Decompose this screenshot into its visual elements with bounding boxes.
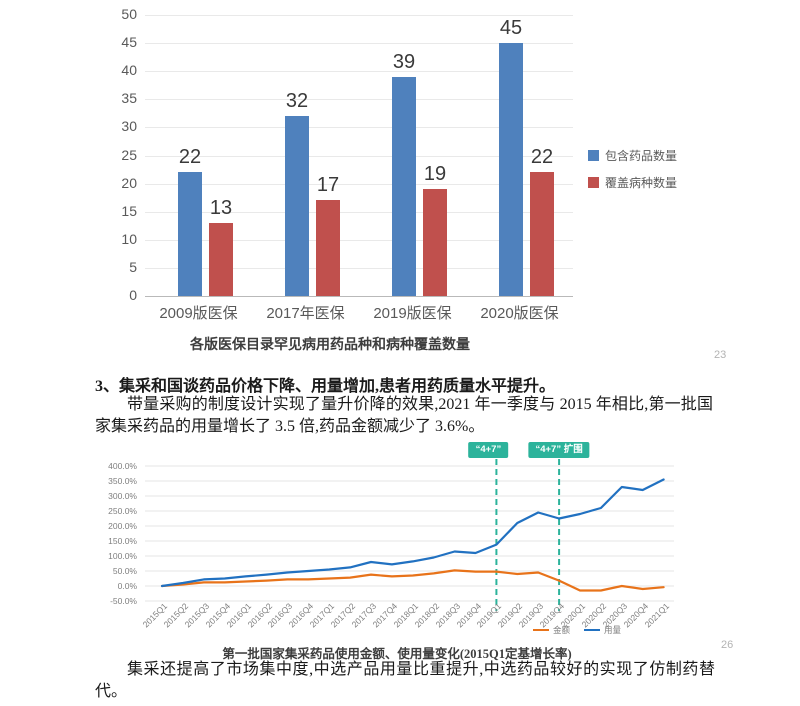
gridline bbox=[145, 239, 573, 241]
line-chart-legend: 金额 用量 bbox=[533, 624, 621, 636]
legend-item-disease-count: 覆盖病种数量 bbox=[588, 174, 677, 191]
bar-value-label: 32 bbox=[285, 90, 309, 113]
x-axis-category-label: 2019版医保 bbox=[373, 305, 452, 322]
legend-item-drug-count: 包含药品数量 bbox=[588, 147, 677, 164]
gridline bbox=[145, 183, 573, 185]
gridline bbox=[145, 127, 573, 129]
bar-value-label: 19 bbox=[423, 163, 447, 186]
y-axis-tick-label: 350.0% bbox=[108, 475, 137, 486]
y-axis-tick-label: 100.0% bbox=[108, 550, 137, 561]
y-axis-tick-label: 0.0% bbox=[117, 580, 137, 591]
y-axis-tick-label: 150.0% bbox=[108, 535, 137, 546]
y-axis-tick-label: 35 bbox=[121, 90, 137, 107]
legend-line-volume-icon bbox=[584, 628, 601, 632]
bar-value-label: 22 bbox=[178, 146, 202, 169]
page-number-23: 23 bbox=[714, 349, 727, 361]
legend-label-amount: 金额 bbox=[553, 625, 571, 635]
y-axis-tick-label: 50.0% bbox=[112, 565, 137, 576]
y-axis-tick-label: 50 bbox=[121, 6, 137, 22]
gridline bbox=[145, 15, 573, 16]
bar-chart-caption: 各版医保目录罕见病用药品种和病种覆盖数量 bbox=[190, 338, 470, 353]
bar-drug-count bbox=[392, 76, 416, 296]
gridline bbox=[145, 267, 573, 269]
y-axis-tick-label: -50.0% bbox=[110, 595, 137, 606]
bar-disease-count bbox=[316, 200, 340, 296]
legend-label-disease-count: 覆盖病种数量 bbox=[605, 176, 678, 190]
bar-disease-count bbox=[423, 189, 447, 296]
bar-drug-count bbox=[499, 43, 523, 296]
y-axis-tick-label: 200.0% bbox=[108, 520, 137, 531]
gridline bbox=[145, 71, 573, 73]
x-axis-category-label: 2017年医保 bbox=[266, 305, 345, 322]
line-chart-caption: 第一批国家集采药品使用金额、使用量变化(2015Q1定基增长率) bbox=[222, 647, 572, 661]
legend-item-volume: 用量 bbox=[584, 624, 621, 636]
gridline bbox=[145, 155, 573, 157]
y-axis-tick-label: 20 bbox=[121, 174, 137, 191]
legend-swatch-disease-count-icon bbox=[588, 177, 599, 188]
series-line-amount bbox=[160, 569, 665, 592]
y-axis-tick-label: 25 bbox=[121, 146, 137, 163]
y-axis-tick-label: 5 bbox=[129, 258, 137, 275]
y-axis-tick-label: 300.0% bbox=[108, 490, 137, 501]
series-line-volume bbox=[160, 478, 665, 588]
bar-value-label: 39 bbox=[392, 50, 416, 73]
legend-item-amount: 金额 bbox=[533, 624, 570, 636]
policy-event-label: “4+7” bbox=[468, 442, 509, 458]
y-axis-tick-label: 10 bbox=[121, 230, 137, 247]
y-axis-tick-label: 400.0% bbox=[108, 460, 137, 471]
page-number-26: 26 bbox=[721, 639, 734, 651]
bar-disease-count bbox=[209, 222, 233, 296]
x-axis-category-label: 2020版医保 bbox=[480, 305, 559, 322]
legend-line-amount-icon bbox=[533, 628, 549, 632]
bar-value-label: 13 bbox=[209, 196, 233, 219]
y-axis-tick-label: 45 bbox=[121, 34, 137, 51]
gridline bbox=[145, 99, 573, 101]
y-axis-tick-label: 0 bbox=[129, 287, 137, 303]
bar-value-label: 22 bbox=[530, 146, 554, 169]
body-paragraph-2: 集采还提高了市场集中度,中选产品用量比重提升,中选药品较好的实现了仿制药替代。 bbox=[95, 661, 715, 700]
gridline bbox=[145, 43, 573, 45]
bar-value-label: 17 bbox=[316, 174, 340, 197]
gridline bbox=[145, 211, 573, 213]
policy-event-label: “4+7” 扩围 bbox=[528, 442, 590, 458]
bar-drug-count bbox=[285, 116, 309, 296]
bar-disease-count bbox=[530, 172, 554, 296]
legend-swatch-drug-count-icon bbox=[588, 150, 599, 161]
y-axis-tick-label: 40 bbox=[121, 62, 137, 79]
legend-label-drug-count: 包含药品数量 bbox=[605, 149, 678, 163]
x-axis-category-label: 2009版医保 bbox=[159, 305, 238, 322]
bar-value-label: 45 bbox=[499, 17, 523, 40]
y-axis-tick-label: 30 bbox=[121, 118, 137, 135]
body-paragraph-1: 带量采购的制度设计实现了量升价降的效果,2021 年一季度与 2015 年相比,… bbox=[95, 396, 713, 435]
legend-label-volume: 用量 bbox=[604, 625, 622, 635]
y-axis-tick-label: 250.0% bbox=[108, 505, 137, 516]
bar-drug-count bbox=[178, 172, 202, 296]
bar-chart-legend: 包含药品数量 覆盖病种数量 bbox=[588, 147, 677, 191]
gridline bbox=[145, 296, 573, 297]
section-heading: 3、集采和国谈药品价格下降、用量增加,患者用药质量水平提升。 bbox=[95, 378, 556, 395]
y-axis-tick-label: 15 bbox=[121, 202, 137, 219]
